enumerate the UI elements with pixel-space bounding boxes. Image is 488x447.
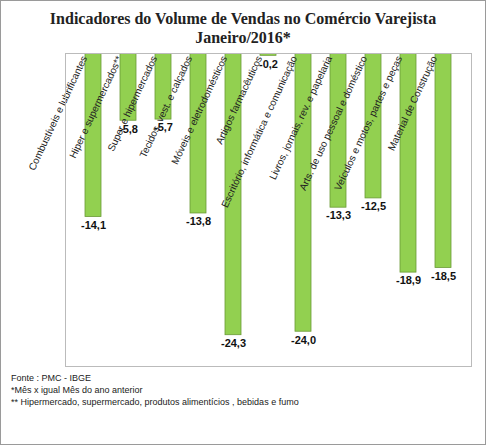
html-text:*Mês x igual Mês do ano anteri: *Mês x igual Mês do ano anterior: [11, 385, 143, 395]
svg-text:-18,9: -18,9: [396, 274, 421, 286]
html-text:** Hipermercado, supermercado,: ** Hipermercado, supermercado, produtos …: [11, 397, 299, 407]
svg-text:Arts. de uso pessoal e domésti: Arts. de uso pessoal e doméstico: [297, 54, 369, 193]
svg-text:-18,5: -18,5: [431, 270, 456, 282]
svg-text:-14,1: -14,1: [81, 219, 106, 231]
svg-text:Combustíveis e lubrificantes: Combustíveis e lubrificantes: [26, 54, 89, 172]
svg-text:Hiper e supermercados**: Hiper e supermercados**: [67, 54, 125, 160]
html-text:Fonte : PMC - IBGE: Fonte : PMC - IBGE: [11, 373, 91, 383]
svg-text:Super e hipermercados: Super e hipermercados: [105, 54, 160, 153]
svg-text:Livros, jornais, rev. e papela: Livros, jornais, rev. e papelaria: [267, 54, 334, 182]
svg-text:-13,8: -13,8: [186, 215, 211, 227]
svg-text:Tecidos, vest. e calçados: Tecidos, vest. e calçados: [137, 54, 195, 160]
svg-text:Escritório, informática e comu: Escritório, informática e comunicação: [219, 54, 300, 210]
svg-text:-0,2: -0,2: [259, 57, 278, 70]
svg-text:-24,3: -24,3: [221, 337, 246, 349]
html-text:Indicadores do Volume de Venda: Indicadores do Volume de Vendas no Comér…: [49, 10, 437, 27]
svg-text:-13,3: -13,3: [326, 209, 351, 221]
svg-text:Material de Construção: Material de Construção: [386, 54, 440, 153]
svg-text:Artigos farmacêuticos: Artigos farmacêuticos: [213, 54, 265, 146]
html-text:Janeiro/2016*: Janeiro/2016*: [195, 29, 291, 46]
svg-text:-12,5: -12,5: [361, 200, 386, 212]
svg-text:-24,0: -24,0: [291, 334, 316, 346]
svg-text:Veículos e motos, partes e peç: Veículos e motos, partes e peças: [332, 54, 404, 192]
svg-text:Móveis e eletrodomésticos: Móveis e eletrodomésticos: [169, 54, 229, 166]
